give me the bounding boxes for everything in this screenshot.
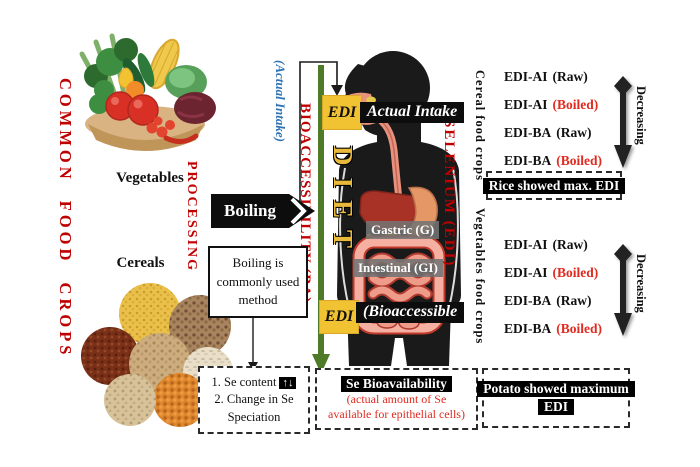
actual-intake-chip: Actual Intake — [360, 102, 465, 123]
decreasing-arrow-icon — [614, 244, 632, 336]
bioaccessibility-vertical-label: BIOACCESSIBILITY (BA) — [297, 103, 313, 304]
processing-vertical-label: PROCESSING — [184, 161, 199, 273]
gastric-label: Gastric (G) — [366, 221, 440, 239]
edi-bottom-box: EDI — [319, 300, 359, 334]
common-food-crops-vertical-label: COMMON FOOD CROPS — [56, 78, 75, 359]
se-bioavailability-subtitle-line1: (actual amount of Se — [346, 392, 447, 406]
edi-state: (Boiled) — [552, 265, 599, 280]
actual-intake-vertical-label: (Actual Intake) — [273, 60, 288, 142]
vegetables-caption: Vegetables — [116, 170, 184, 186]
edi-state: (Boiled) — [556, 321, 603, 336]
edi-state: (Raw) — [556, 293, 592, 308]
cereal-edi-list: EDI-AI (Raw) EDI-AI (Boiled) EDI-BA (Raw… — [504, 69, 614, 181]
edi-top-box: EDI — [322, 95, 362, 130]
decreasing-arrow-icon — [614, 76, 632, 168]
edi-name: EDI-BA — [504, 321, 552, 336]
decreasing-label: Decreasing — [634, 254, 648, 313]
list-item: EDI-AI (Boiled) — [504, 265, 614, 293]
edi-name: EDI-AI — [504, 237, 548, 252]
rice-finding-box: Rice showed max. EDI — [482, 171, 626, 200]
vegetables-food-crops-vertical-label: Vegetables food crops — [473, 208, 487, 345]
boiling-label: Boiling — [224, 201, 276, 220]
edi-state: (Raw) — [556, 125, 592, 140]
vegetables-edi-list: EDI-AI (Raw) EDI-AI (Boiled) EDI-BA (Raw… — [504, 237, 614, 349]
se-bioavailability-box: Se Bioavailability (actual amount of Se … — [315, 368, 478, 430]
effects-line1-text: 1. Se content — [211, 374, 277, 389]
edi-name: EDI-BA — [504, 153, 552, 168]
method-note-box: Boiling is commonly used method — [208, 246, 308, 318]
boiling-effects-box: 1. Se content ↑↓ 2. Change in Se Speciati… — [198, 366, 310, 434]
bioaccessible-chip: (Bioaccessible — [356, 302, 465, 323]
se-bioavailability-title: Se Bioavailability — [341, 376, 452, 392]
effects-line2: 2. Change in Se Speciation — [214, 392, 294, 424]
edi-state: (Raw) — [552, 237, 588, 252]
cereals-photo — [81, 283, 233, 427]
edi-state: (Boiled) — [556, 153, 603, 168]
decreasing-label: Decreasing — [634, 86, 648, 145]
edi-name: EDI-BA — [504, 125, 552, 140]
rice-finding-chip: Rice showed max. EDI — [482, 177, 626, 194]
se-bioavailability-subtitle-line2: available for epithelial cells) — [328, 407, 465, 421]
list-item: EDI-AI (Raw) — [504, 69, 614, 97]
method-to-effects-arrow — [248, 312, 258, 371]
list-item: EDI-AI (Boiled) — [504, 97, 614, 125]
edi-name: EDI-AI — [504, 69, 548, 84]
cereals-caption: Cereals — [116, 255, 165, 271]
vegetables-photo — [79, 33, 216, 151]
list-item: EDI-BA (Raw) — [504, 125, 614, 153]
edi-name: EDI-AI — [504, 97, 548, 112]
list-item: EDI-BA (Boiled) — [504, 321, 614, 349]
potato-finding-box: Potato showed maximum EDI — [477, 368, 635, 428]
edi-name: EDI-BA — [504, 293, 552, 308]
list-item: EDI-AI (Raw) — [504, 237, 614, 265]
list-item: EDI-BA (Boiled) — [504, 153, 614, 181]
potato-finding-line2: EDI — [537, 399, 574, 415]
diet-vertical-label: DIET — [328, 146, 358, 261]
edi-name: EDI-AI — [504, 265, 548, 280]
potato-finding-line1: Potato showed maximum — [477, 381, 635, 397]
up-down-arrows-icon: ↑↓ — [279, 376, 297, 389]
selenium-edi-vertical-label: SELENIUM (EDI) — [441, 119, 457, 268]
intestinal-label: Intestinal (GI) — [353, 259, 443, 277]
edi-state: (Raw) — [552, 69, 588, 84]
cereal-food-crops-vertical-label: Cereal food crops — [473, 70, 487, 181]
edi-state: (Boiled) — [552, 97, 599, 112]
list-item: EDI-BA (Raw) — [504, 293, 614, 321]
effects-line1: 1. Se content ↑↓ — [212, 374, 297, 392]
boiling-step: Boiling — [211, 194, 315, 228]
